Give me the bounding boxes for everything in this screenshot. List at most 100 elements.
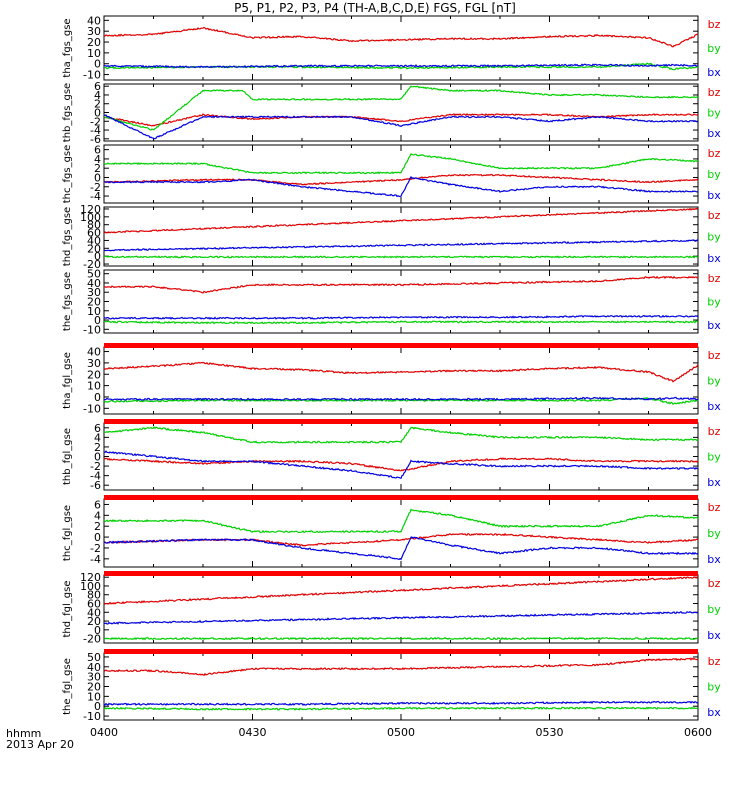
- y-axis-label: thd_fgl_gse: [62, 581, 73, 638]
- x-tick-label: 0400: [90, 726, 118, 739]
- series-line-by: [103, 636, 699, 641]
- y-tick-label: -10: [83, 323, 101, 336]
- y-axis-label: the_fgs_gse: [62, 272, 73, 331]
- legend-bx: bx: [707, 706, 721, 719]
- series-line-bx: [103, 114, 698, 140]
- y-tick-label: 120: [80, 571, 101, 584]
- series-line-bx: [103, 239, 699, 252]
- legend-bx: bx: [707, 553, 721, 566]
- x-tick-label: 0600: [684, 726, 712, 739]
- panel-separator-bar: [104, 419, 698, 424]
- y-tick-label: 20: [87, 296, 101, 309]
- legend-bz: bz: [708, 501, 721, 514]
- x-tick-label: 0430: [239, 726, 267, 739]
- y-axis-label: thc_fgs_gse: [62, 145, 73, 204]
- legend-by: by: [707, 168, 721, 181]
- legend-bz: bz: [708, 18, 721, 31]
- panel-frame: [103, 498, 699, 568]
- series-line-bx: [103, 396, 699, 401]
- series-line-by: [103, 706, 699, 711]
- series-line-bx: [103, 536, 699, 561]
- series-line-bx: [103, 314, 699, 320]
- y-tick-label: 0: [94, 250, 101, 263]
- y-tick-label: 20: [87, 242, 101, 255]
- y-tick-label: -10: [83, 69, 101, 82]
- legend-bx: bx: [707, 400, 721, 413]
- chart-title: P5, P1, P2, P3, P4 (TH-A,B,C,D,E) FGS, F…: [234, 1, 516, 15]
- series-line-by: [103, 508, 699, 534]
- y-tick-label: 10: [87, 305, 101, 318]
- legend-bz: bz: [708, 577, 721, 590]
- y-tick-label: 120: [80, 203, 101, 216]
- legend-bz: bz: [708, 425, 721, 438]
- y-tick-label: -2: [90, 115, 101, 128]
- legend-by: by: [707, 527, 721, 540]
- y-tick-label: -10: [83, 402, 101, 415]
- y-tick-label: 0: [94, 58, 101, 71]
- y-tick-label: 2: [94, 98, 101, 111]
- series-line-bx: [103, 610, 699, 625]
- y-tick-label: 0: [94, 451, 101, 464]
- series-line-bz: [103, 457, 699, 472]
- series-line-bx: [103, 700, 699, 706]
- series-line-bz: [103, 173, 699, 186]
- series-line-bx: [104, 63, 699, 69]
- legend-by: by: [707, 296, 721, 309]
- series-line-bx: [103, 450, 699, 480]
- legend-bz: bz: [708, 147, 721, 160]
- series-line-by: [103, 320, 699, 325]
- y-axis-label: thc_fgl_gse: [62, 505, 73, 561]
- date-label: 2013 Apr 20: [6, 738, 75, 751]
- y-tick-label: -4: [90, 124, 101, 137]
- y-tick-label: -4: [90, 553, 101, 566]
- y-tick-label: 0: [94, 391, 101, 404]
- panel-separator-bar: [104, 649, 698, 654]
- y-tick-label: 6: [94, 144, 101, 157]
- series-line-bz: [103, 361, 699, 383]
- legend-bx: bx: [707, 629, 721, 642]
- legend-by: by: [707, 681, 721, 694]
- legend-bx: bx: [707, 189, 721, 202]
- y-tick-label: 20: [87, 681, 101, 694]
- series-line-bz: [103, 275, 699, 294]
- y-tick-label: -2: [90, 181, 101, 194]
- y-tick-label: -6: [90, 479, 101, 492]
- y-tick-label: 0: [94, 171, 101, 184]
- series-line-bz: [103, 657, 699, 676]
- legend-by: by: [707, 603, 721, 616]
- y-tick-label: -2: [90, 542, 101, 555]
- legend-bz: bz: [708, 349, 721, 362]
- y-axis-label: thb_fgl_gse: [62, 428, 73, 485]
- y-tick-label: -4: [90, 470, 101, 483]
- panel-frame: [103, 346, 699, 415]
- y-tick-label: -2: [90, 460, 101, 473]
- y-tick-label: 6: [94, 422, 101, 435]
- legend-by: by: [707, 451, 721, 464]
- series-line-bx: [103, 175, 698, 198]
- y-axis-label: thd_fgs_gse: [62, 207, 73, 266]
- series-line-bz: [103, 113, 699, 127]
- y-tick-label: 20: [87, 368, 101, 381]
- series-line-by: [103, 397, 699, 405]
- legend-bx: bx: [707, 252, 721, 265]
- y-tick-label: 30: [87, 357, 101, 370]
- y-tick-label: 0: [94, 314, 101, 327]
- y-tick-label: 100: [80, 211, 101, 224]
- y-axis-label: the_fgl_gse: [62, 658, 73, 715]
- y-tick-label: 0: [94, 700, 101, 713]
- y-tick-label: -10: [83, 710, 101, 723]
- y-tick-label: 10: [87, 690, 101, 703]
- panel-frame: [103, 144, 699, 204]
- y-tick-label: -4: [90, 190, 101, 203]
- y-tick-label: 30: [87, 25, 101, 38]
- y-tick-label: 40: [87, 277, 101, 290]
- y-tick-label: -20: [83, 258, 101, 271]
- y-tick-label: 40: [87, 234, 101, 247]
- y-tick-label: -20: [83, 633, 101, 646]
- y-tick-label: 10: [87, 380, 101, 393]
- y-tick-label: 4: [94, 89, 101, 102]
- y-tick-label: 4: [94, 431, 101, 444]
- panel-separator-bar: [104, 343, 698, 348]
- panel-separator-bar: [104, 571, 698, 576]
